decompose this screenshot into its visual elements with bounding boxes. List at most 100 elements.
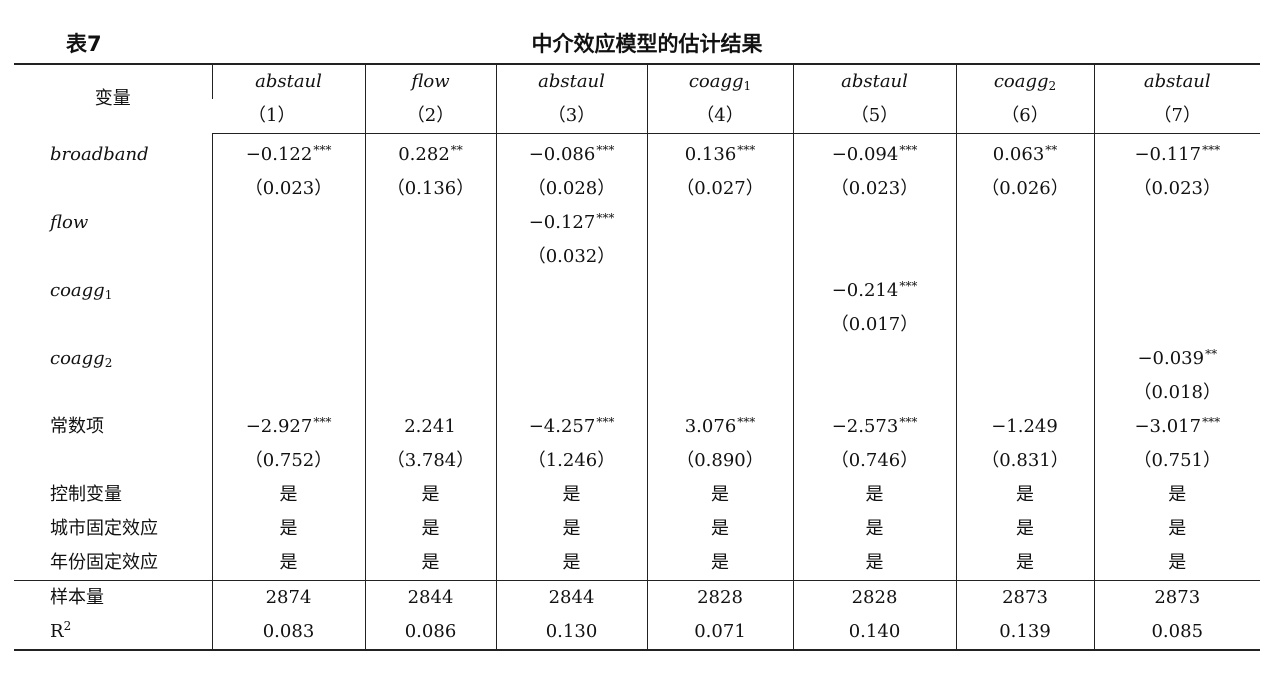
coef-cell: −2.573*** — [792, 410, 956, 444]
coef-cell: 3.076*** — [646, 410, 793, 444]
coef-cell: −1.249 — [955, 410, 1094, 444]
col-header-4: coagg1 — [646, 63, 793, 99]
col-number-3: （3） — [495, 99, 647, 134]
coef-cell: −3.017*** — [1093, 410, 1260, 444]
yes-cell: 是 — [792, 512, 956, 546]
col-number-7: （7） — [1093, 99, 1260, 134]
yes-cell: 是 — [211, 512, 365, 546]
row-coagg1-coef: coagg1 −0.214*** — [14, 274, 1260, 308]
coef-cell: −0.094*** — [792, 133, 956, 172]
coef-cell: −0.086*** — [495, 133, 647, 172]
n-cell: 2873 — [955, 580, 1094, 615]
row-label-controls: 控制变量 — [50, 484, 122, 505]
row-broadband-se: （0.023） （0.136） （0.028） （0.027） （0.023） … — [14, 172, 1260, 206]
header-row-numbers: （1） （2） （3） （4） （5） （6） （7） — [14, 99, 1260, 134]
yes-cell: 是 — [646, 512, 793, 546]
coef-cell: −0.117*** — [1093, 133, 1260, 172]
row-constant-se: （0.752） （3.784） （1.246） （0.890） （0.746） … — [14, 444, 1260, 478]
coef-cell: 0.282** — [364, 133, 496, 172]
row-label-r-squared: R2 — [14, 615, 212, 651]
se-cell: （0.028） — [495, 172, 647, 206]
yes-cell: 是 — [646, 478, 793, 512]
row-flow-se: （0.032） — [14, 240, 1260, 274]
se-cell: （3.784） — [364, 444, 496, 478]
se-cell: （0.831） — [955, 444, 1094, 478]
row-city-fe: 城市固定效应 是 是 是 是 是 是 是 — [14, 512, 1260, 546]
se-cell: （0.023） — [792, 172, 956, 206]
row-broadband-coef: broadband −0.122*** 0.282** −0.086*** 0.… — [14, 133, 1260, 172]
coef-cell: 0.136*** — [646, 133, 793, 172]
coef-cell: 2.241 — [364, 410, 496, 444]
se-cell: （0.017） — [792, 308, 956, 342]
coef-cell: −0.127*** — [495, 206, 647, 240]
row-label-coagg2: coagg2 — [50, 348, 113, 370]
table-title: 中介效应模型的估计结果 — [531, 32, 763, 56]
col-number-4: （4） — [646, 99, 793, 134]
yes-cell: 是 — [364, 512, 496, 546]
se-cell: （0.746） — [792, 444, 956, 478]
r2-cell: 0.139 — [955, 615, 1094, 651]
n-cell: 2828 — [646, 580, 793, 615]
coef-cell: 0.063** — [955, 133, 1094, 172]
yes-cell: 是 — [955, 478, 1094, 512]
yes-cell: 是 — [1093, 546, 1260, 581]
n-cell: 2873 — [1093, 580, 1260, 615]
row-label-constant: 常数项 — [50, 416, 104, 437]
r2-cell: 0.071 — [646, 615, 793, 651]
n-cell: 2844 — [364, 580, 496, 615]
row-label-coagg1: coagg1 — [50, 280, 113, 302]
se-cell: （0.136） — [364, 172, 496, 206]
col-header-1: abstaul — [211, 63, 365, 99]
table-header: 表7 中介效应模型的估计结果 — [14, 30, 1260, 58]
r2-cell: 0.130 — [495, 615, 647, 651]
row-label-city-fe: 城市固定效应 — [50, 518, 158, 539]
yes-cell: 是 — [495, 478, 647, 512]
col-header-7: abstaul — [1093, 63, 1260, 99]
se-cell: （0.026） — [955, 172, 1094, 206]
se-cell: （0.890） — [646, 444, 793, 478]
col-number-6: （6） — [955, 99, 1094, 134]
n-cell: 2844 — [495, 580, 647, 615]
col-header-6: coagg2 — [955, 63, 1094, 99]
yes-cell: 是 — [495, 546, 647, 581]
n-cell: 2828 — [792, 580, 956, 615]
yes-cell: 是 — [792, 478, 956, 512]
row-label-sample-size: 样本量 — [50, 587, 104, 608]
row-flow-coef: flow −0.127*** — [14, 206, 1260, 240]
se-cell: （0.032） — [495, 240, 647, 274]
yes-cell: 是 — [364, 546, 496, 581]
col-header-5: abstaul — [792, 63, 956, 99]
yes-cell: 是 — [211, 478, 365, 512]
row-controls: 控制变量 是 是 是 是 是 是 是 — [14, 478, 1260, 512]
yes-cell: 是 — [955, 512, 1094, 546]
coef-cell: −0.122*** — [211, 133, 365, 172]
row-coagg2-se: （0.018） — [14, 376, 1260, 410]
table-label: 表7 — [66, 32, 102, 56]
variable-column-header: 变量 — [14, 63, 212, 134]
yes-cell: 是 — [792, 546, 956, 581]
yes-cell: 是 — [495, 512, 647, 546]
yes-cell: 是 — [364, 478, 496, 512]
yes-cell: 是 — [1093, 478, 1260, 512]
row-label-broadband: broadband — [50, 143, 149, 165]
coef-cell: −4.257*** — [495, 410, 647, 444]
se-cell: （0.023） — [211, 172, 365, 206]
se-cell: （1.246） — [495, 444, 647, 478]
results-table: 变量 abstaul flow abstaul coagg1 abstaul c… — [14, 63, 1260, 651]
row-label-flow: flow — [50, 212, 89, 233]
col-number-2: （2） — [364, 99, 496, 134]
row-year-fe: 年份固定效应 是 是 是 是 是 是 是 — [14, 546, 1260, 581]
row-coagg2-coef: coagg2 −0.039** — [14, 342, 1260, 376]
se-cell: （0.752） — [211, 444, 365, 478]
coef-cell: −0.214*** — [792, 274, 956, 308]
col-header-3: abstaul — [495, 63, 647, 99]
coef-cell: −0.039** — [1093, 342, 1260, 376]
se-cell: （0.018） — [1093, 376, 1260, 410]
row-coagg1-se: （0.017） — [14, 308, 1260, 342]
n-cell: 2874 — [211, 580, 365, 615]
r2-cell: 0.083 — [211, 615, 365, 651]
row-r-squared: R2 0.083 0.086 0.130 0.071 0.140 0.139 0… — [14, 615, 1260, 651]
yes-cell: 是 — [646, 546, 793, 581]
se-cell: （0.027） — [646, 172, 793, 206]
row-label-year-fe: 年份固定效应 — [14, 546, 212, 581]
